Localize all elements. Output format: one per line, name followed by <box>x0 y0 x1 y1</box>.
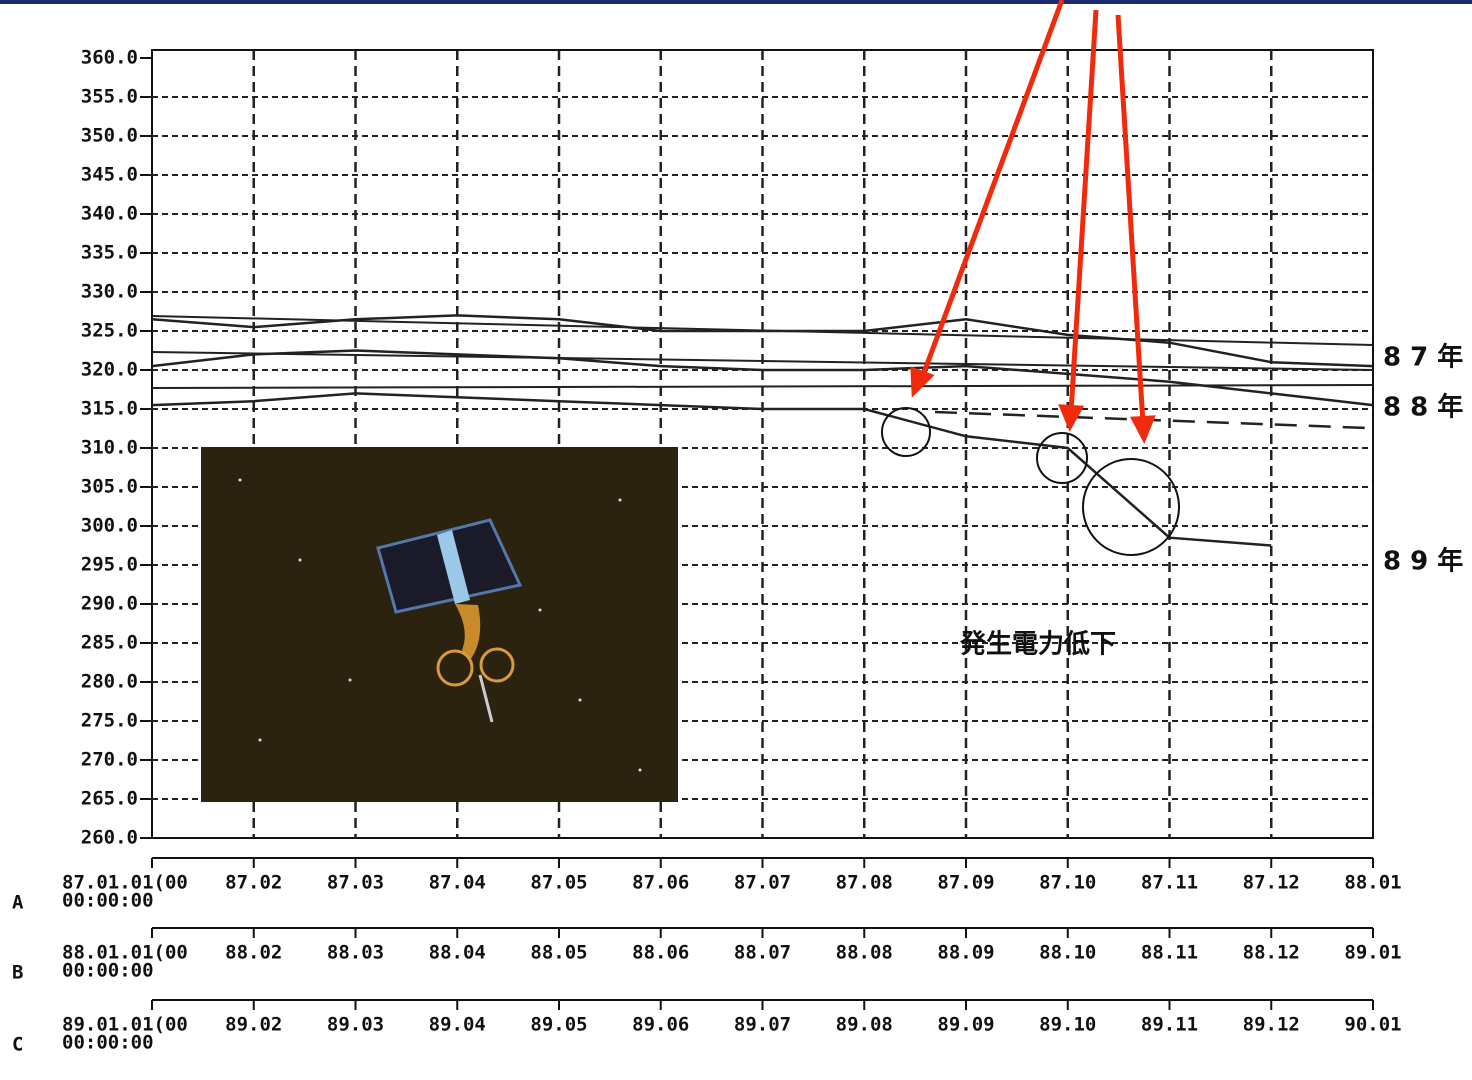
x-tick-label: 88.05 <box>530 942 587 964</box>
x-tick-label: 89.06 <box>632 1014 689 1036</box>
x-tick-label: 87.03 <box>327 872 384 894</box>
series-row-label: A <box>12 892 24 914</box>
series-row-label: B <box>12 962 23 984</box>
x-tick-label: 88.08 <box>836 942 893 964</box>
y-tick-label: 340.0 <box>81 203 138 225</box>
y-tick-label: 320.0 <box>81 359 138 381</box>
annotation: 発生電力低下 <box>959 630 1116 660</box>
x-tick-label: 88.12 <box>1243 942 1300 964</box>
x-tick-label: 88.02 <box>225 942 282 964</box>
y-tick-label: 345.0 <box>81 164 138 186</box>
x-tick-label: 88.11 <box>1141 942 1198 964</box>
y-tick-label: 275.0 <box>81 710 138 732</box>
x-tick-label: 87.07 <box>734 872 791 894</box>
y-tick-label: 325.0 <box>81 320 138 342</box>
x-tick-label: 90.01 <box>1344 1014 1401 1036</box>
x-tick-label: 89.04 <box>429 1014 486 1036</box>
x-tick-label: 89.10 <box>1039 1014 1096 1036</box>
x-tick-label: 88.10 <box>1039 942 1096 964</box>
y-tick-label: 355.0 <box>81 86 138 108</box>
y-tick-label: 270.0 <box>81 749 138 771</box>
x-tick-label: 88.03 <box>327 942 384 964</box>
top-bar <box>0 0 1472 4</box>
y-tick-label: 315.0 <box>81 398 138 420</box>
y-tick-label: 290.0 <box>81 593 138 615</box>
x-tick-label: 89.01 <box>1344 942 1401 964</box>
y-tick-label: 300.0 <box>81 515 138 537</box>
y-tick-label: 265.0 <box>81 788 138 810</box>
x-tick-label: 87.02 <box>225 872 282 894</box>
year-label: 8 7 年 <box>1383 342 1463 373</box>
x-tick-label: 87.12 <box>1243 872 1300 894</box>
x-tick-label: 89.05 <box>530 1014 587 1036</box>
series-row-label: C <box>12 1034 23 1056</box>
x-tick-label: 88.01 <box>1344 872 1401 894</box>
x-start-time: 00:00:00 <box>62 890 154 912</box>
x-tick-label: 89.08 <box>836 1014 893 1036</box>
x-tick-label: 89.02 <box>225 1014 282 1036</box>
y-tick-label: 280.0 <box>81 671 138 693</box>
x-tick-label: 88.07 <box>734 942 791 964</box>
x-start-time: 00:00:00 <box>62 1032 154 1054</box>
y-tick-label: 285.0 <box>81 632 138 654</box>
x-tick-label: 88.09 <box>937 942 994 964</box>
x-tick-label: 89.03 <box>327 1014 384 1036</box>
highlight-circles <box>882 408 1179 555</box>
y-tick-label: 350.0 <box>81 125 138 147</box>
x-tick-label: 87.04 <box>429 872 486 894</box>
x-tick-label: 87.09 <box>937 872 994 894</box>
x-tick-label: 89.11 <box>1141 1014 1198 1036</box>
satellite-photo <box>201 447 678 802</box>
x-tick-label: 88.06 <box>632 942 689 964</box>
y-tick-label: 310.0 <box>81 437 138 459</box>
y-tick-label: 330.0 <box>81 281 138 303</box>
year-label: 8 9 年 <box>1383 546 1463 577</box>
y-tick-label: 295.0 <box>81 554 138 576</box>
y-tick-label: 305.0 <box>81 476 138 498</box>
y-tick-label: 335.0 <box>81 242 138 264</box>
x-tick-label: 87.08 <box>836 872 893 894</box>
x-start-time: 00:00:00 <box>62 960 154 982</box>
x-tick-label: 87.11 <box>1141 872 1198 894</box>
x-tick-label: 89.12 <box>1243 1014 1300 1036</box>
y-tick-label: 360.0 <box>81 47 138 69</box>
x-tick-label: 87.05 <box>530 872 587 894</box>
y-tick-label: 260.0 <box>81 827 138 849</box>
year-label: 8 8 年 <box>1383 392 1463 423</box>
chart: 260.0 265.0 270.0 275.0 280.0 285.0 290.0 295.0… <box>0 0 1472 1080</box>
x-tick-label: 88.04 <box>429 942 486 964</box>
x-tick-label: 87.10 <box>1039 872 1096 894</box>
x-tick-label: 89.07 <box>734 1014 791 1036</box>
x-tick-label: 89.09 <box>937 1014 994 1036</box>
x-tick-label: 87.06 <box>632 872 689 894</box>
